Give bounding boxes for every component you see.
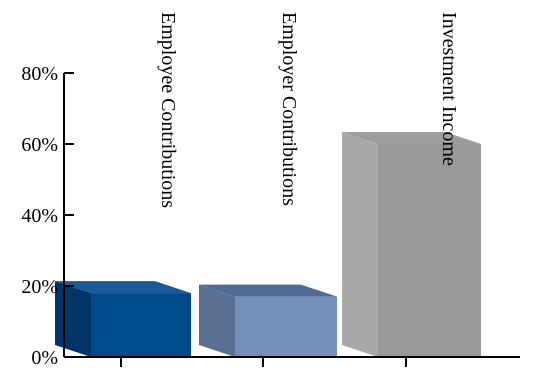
bar-front-employer-contributions	[235, 296, 337, 357]
bar-side-employer-contributions	[199, 284, 235, 357]
category-label-employer-contributions: Employer Contributions	[278, 12, 300, 206]
bar-front-investment-income	[378, 144, 481, 357]
bar-side-investment-income	[342, 132, 378, 357]
y-tick-label-40: 40%	[21, 205, 58, 227]
bar-side-employee-contributions	[55, 281, 91, 357]
bar-employer-contributions	[199, 284, 337, 357]
y-tick-label-60: 60%	[21, 134, 58, 156]
labels-group: Employee Contributions Employer Contribut…	[157, 12, 460, 208]
axes-group: 0% 20% 40% 60% 80%	[21, 63, 520, 369]
bar-investment-income	[342, 132, 481, 357]
category-label-investment-income: Investment Income	[438, 12, 460, 166]
bar-top-investment-income	[342, 132, 481, 144]
bar-front-employee-contributions	[91, 293, 191, 357]
bar-employee-contributions	[55, 281, 191, 357]
y-tick-label-0: 0%	[31, 347, 58, 369]
y-tick-label-20: 20%	[21, 276, 58, 298]
y-tick-label-80: 80%	[21, 63, 58, 85]
category-label-employee-contributions: Employee Contributions	[157, 12, 179, 208]
bar-top-employee-contributions	[55, 281, 191, 294]
bars-group	[55, 132, 481, 357]
bar-top-employer-contributions	[199, 284, 337, 297]
